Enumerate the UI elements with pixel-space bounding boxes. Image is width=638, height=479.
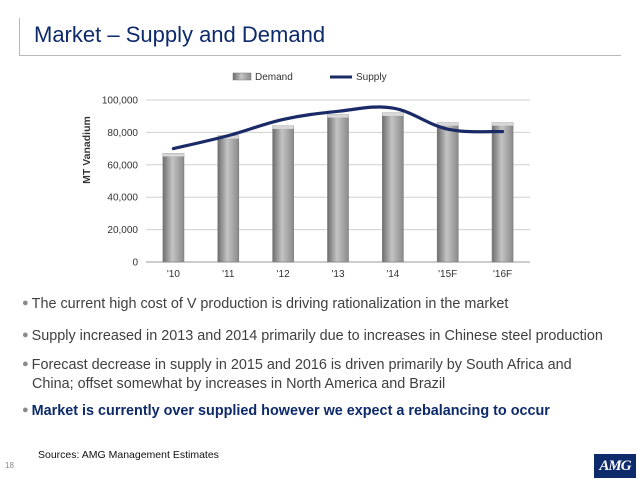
- page-title: Market – Supply and Demand: [34, 22, 326, 47]
- x-tick-label: '11: [222, 269, 235, 280]
- bullet-dot-icon: ●: [22, 404, 29, 416]
- bullet-item: ● Supply increased in 2013 and 2014 prima…: [22, 328, 603, 344]
- y-tick-label: 40,000: [107, 193, 138, 204]
- x-tick-label: '15F: [438, 269, 457, 280]
- x-tick-label: '12: [277, 269, 290, 280]
- demand-bar-top: [437, 122, 459, 126]
- y-tick-label: 80,000: [107, 128, 138, 139]
- bullet-dot-icon: ●: [22, 329, 29, 341]
- y-tick-labels: 0 20,000 40,000 60,000 80,000 100,000: [102, 96, 139, 269]
- page-number: 18: [5, 461, 14, 470]
- legend-demand-label: Demand: [255, 72, 293, 83]
- y-tick-label: 60,000: [107, 160, 138, 171]
- demand-bar-top: [162, 153, 184, 157]
- x-tick-label: '16F: [493, 269, 512, 280]
- bullet-dot-icon: ●: [22, 297, 29, 309]
- x-tick-label: '14: [386, 269, 399, 280]
- bullet-item: ● Forecast decrease in supply in 2015 and…: [22, 357, 572, 373]
- demand-bar: [382, 112, 404, 263]
- bullet-item-continuation: China; offset somewhat by increases in N…: [32, 376, 446, 392]
- x-tick-labels: '10 '11 '12 '13 '14 '15F '16F: [167, 269, 512, 280]
- demand-bar-top: [327, 114, 349, 118]
- demand-bar: [491, 122, 514, 263]
- sources-note: Sources: AMG Management Estimates: [38, 449, 219, 461]
- x-tick-label: '10: [167, 269, 180, 280]
- demand-bar-top: [492, 122, 514, 126]
- demand-bar: [217, 135, 240, 263]
- y-tick-label: 100,000: [102, 96, 139, 107]
- x-tick-label: '13: [331, 269, 344, 280]
- demand-bar-top: [272, 125, 294, 129]
- legend-supply-label: Supply: [356, 72, 387, 83]
- demand-bar-top: [382, 112, 404, 116]
- y-tick-label: 0: [132, 258, 138, 269]
- bars-layer: [162, 112, 514, 263]
- y-tick-label: 20,000: [107, 225, 138, 236]
- amg-logo: AMG: [594, 454, 636, 478]
- bullet-item: ● The current high cost of V production i…: [22, 296, 509, 312]
- title-bar: Market – Supply and Demand: [19, 18, 621, 56]
- y-axis-label: MT Vanadium: [81, 116, 93, 184]
- supply-line-layer: [171, 105, 505, 151]
- bullet-item-emphasis: ● Market is currently over supplied howev…: [22, 403, 550, 419]
- demand-bar: [327, 114, 349, 263]
- demand-bar: [162, 153, 185, 263]
- demand-bar: [272, 125, 294, 263]
- demand-bar: [436, 122, 459, 263]
- chart-legend: Demand Supply: [232, 72, 387, 83]
- legend-demand-swatch: [232, 72, 252, 81]
- bullet-dot-icon: ●: [22, 358, 29, 370]
